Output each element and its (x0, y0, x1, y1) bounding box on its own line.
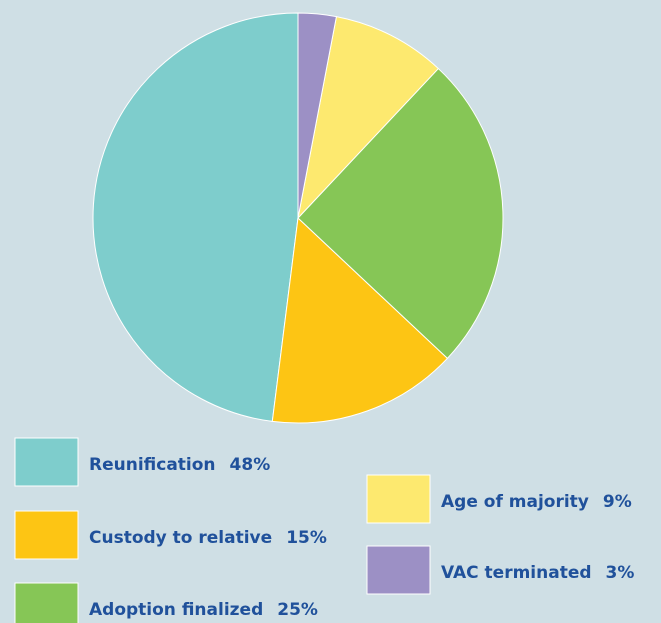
legend-name: Reunification (89, 455, 216, 475)
legend-label: VAC terminated 3% (441, 563, 634, 583)
legend-label: Age of majority 9% (441, 492, 632, 512)
pie-slice (297, 16, 440, 220)
pie-slice (92, 12, 299, 422)
legend-swatch (14, 510, 79, 560)
legend-label: Custody to relative 15% (89, 528, 327, 548)
pie-slice (271, 216, 449, 424)
legend-swatch (14, 437, 79, 487)
legend-value: 48% (230, 455, 271, 475)
legend-name: Adoption finalized (89, 600, 263, 620)
legend-name: Custody to relative (89, 528, 272, 548)
legend-value: 25% (277, 600, 318, 620)
legend-value: 15% (286, 528, 327, 548)
pie-slice (297, 12, 337, 219)
legend-name: VAC terminated (441, 563, 592, 583)
legend-swatch (366, 474, 431, 524)
legend-label: Reunification 48% (89, 455, 270, 475)
legend-label: Adoption finalized 25% (89, 600, 318, 620)
legend-name: Age of majority (441, 492, 589, 512)
legend-swatch (366, 545, 431, 595)
legend-swatch (14, 582, 79, 623)
pie-slice (297, 67, 504, 360)
legend-value: 3% (606, 563, 635, 583)
legend-value: 9% (603, 492, 632, 512)
